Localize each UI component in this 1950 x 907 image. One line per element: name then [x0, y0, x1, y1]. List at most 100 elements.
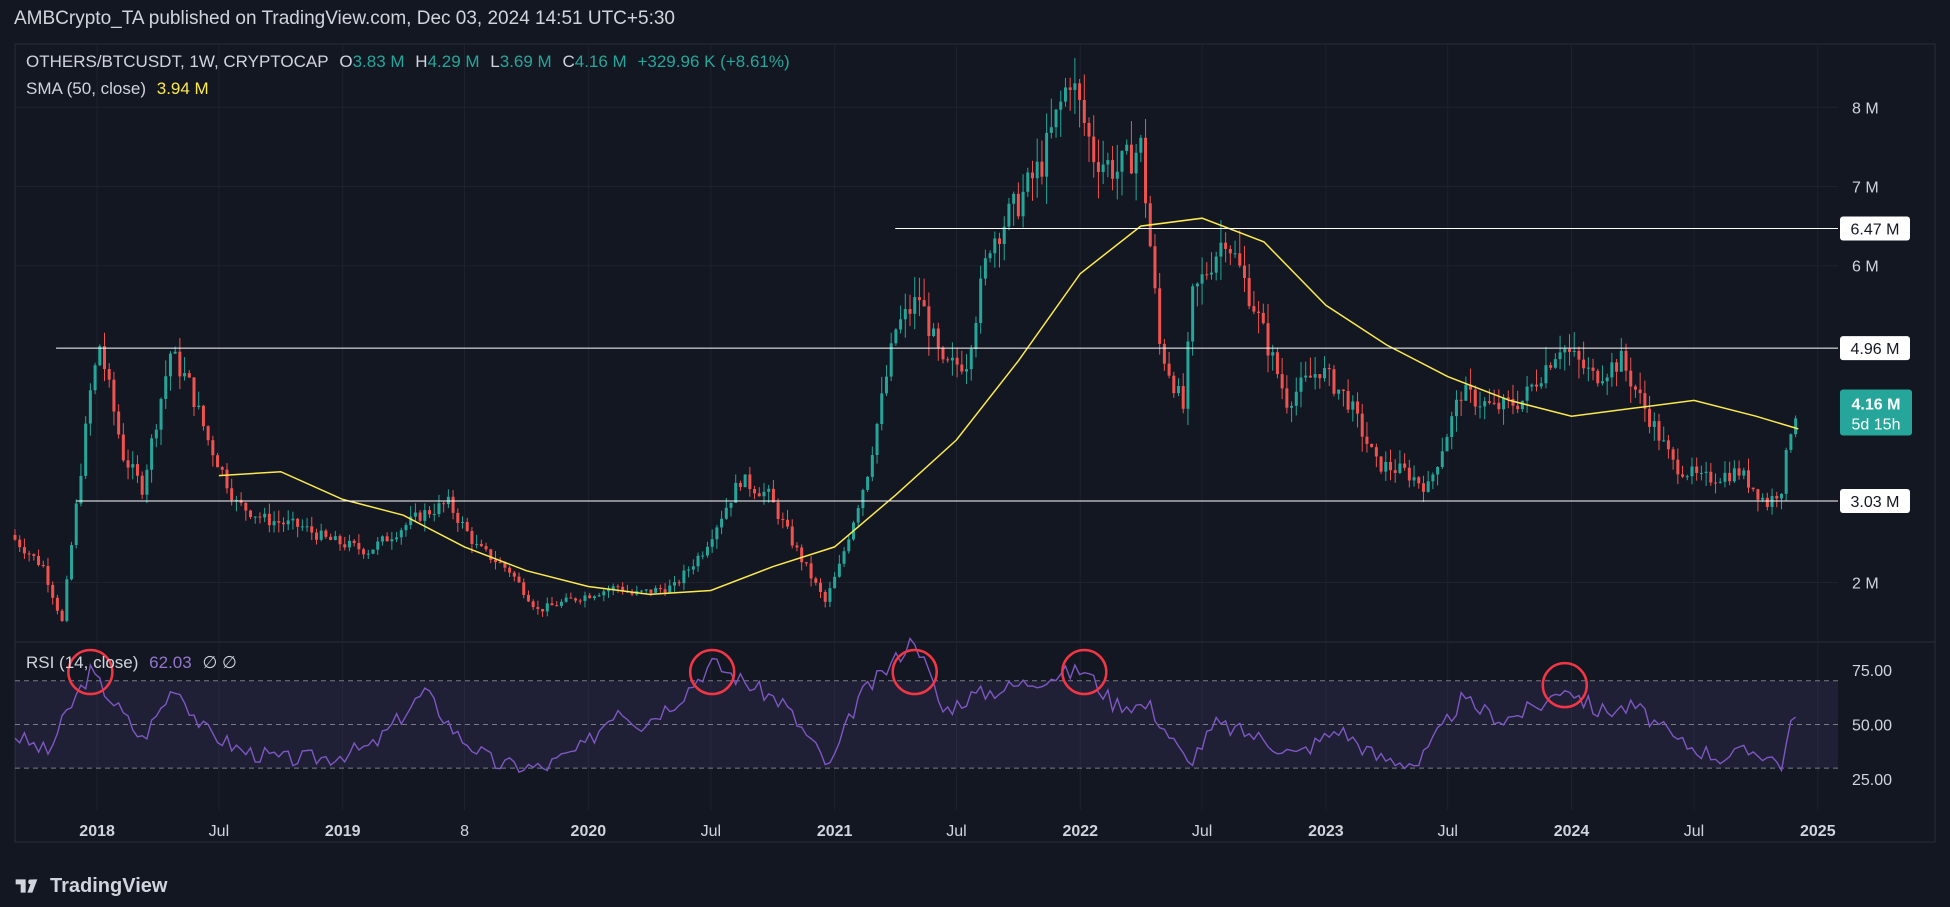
candle-body — [413, 512, 417, 517]
candle-body — [1115, 171, 1119, 179]
candle-body — [1648, 408, 1652, 427]
candle-body — [1158, 288, 1162, 344]
rsi-peak-circle — [1061, 648, 1108, 696]
candle-body — [135, 464, 139, 476]
candle-body — [776, 502, 780, 519]
candle-body — [409, 516, 413, 526]
candle-body — [324, 530, 328, 537]
candle-body — [192, 377, 196, 407]
candle-body — [1191, 286, 1195, 342]
x-tick-label: 2024 — [1554, 823, 1590, 840]
candle-body — [277, 521, 281, 523]
candle-body — [131, 464, 135, 468]
candle-body — [1247, 278, 1251, 307]
candle-body — [616, 586, 620, 588]
candle-body — [922, 300, 926, 307]
candle-body — [842, 551, 846, 564]
candle-body — [475, 543, 479, 545]
candle-body — [296, 518, 300, 527]
candle-body — [1483, 401, 1487, 407]
candle-body — [809, 563, 813, 579]
candle-body — [1492, 402, 1496, 404]
candle-body — [84, 423, 88, 476]
candle-body — [889, 343, 893, 377]
candle-body — [465, 521, 469, 532]
candle-body — [960, 364, 964, 372]
candle-body — [1233, 253, 1237, 255]
candle-body — [1638, 389, 1642, 394]
candle-body — [1549, 365, 1553, 368]
candle-body — [1506, 397, 1510, 400]
candle-body — [819, 582, 823, 592]
symbol-legend: OTHERS/BTCUSDT, 1W, CRYPTOCAP O3.83 M H4… — [26, 52, 796, 72]
candle-body — [941, 347, 945, 360]
candle-body — [1657, 421, 1661, 441]
candle-body — [366, 553, 370, 555]
candle-body — [899, 319, 903, 330]
level-label: 4.96 M — [1851, 341, 1900, 358]
candle-body — [1111, 160, 1115, 179]
candle-body — [1431, 474, 1435, 482]
candle-body — [866, 476, 870, 490]
candle-body — [22, 547, 26, 554]
candle-body — [1144, 137, 1148, 204]
candle-body — [1078, 83, 1082, 101]
candle-body — [1106, 160, 1110, 165]
candle-body — [1002, 226, 1006, 245]
candle-body — [423, 510, 427, 521]
candle-body — [837, 563, 841, 577]
candle-body — [715, 527, 719, 540]
candle-body — [1200, 274, 1204, 284]
x-tick-label: Jul — [946, 823, 966, 840]
candle-body — [1398, 463, 1402, 473]
candle-body — [1242, 265, 1246, 279]
candle-body — [1323, 368, 1327, 379]
countdown-label: 5d 15h — [1852, 416, 1901, 433]
candle-body — [55, 597, 59, 611]
candle-body — [253, 516, 257, 518]
candle-body — [861, 489, 865, 509]
candle-body — [894, 329, 898, 344]
candle-body — [343, 544, 347, 548]
candle-body — [1761, 497, 1765, 500]
candle-body — [1059, 101, 1063, 110]
candle-body — [27, 553, 31, 555]
candle-body — [1624, 350, 1628, 371]
candle-body — [1370, 443, 1374, 448]
candle-body — [1337, 389, 1341, 394]
candle-body — [1544, 365, 1548, 384]
candle-body — [1153, 246, 1157, 289]
candle-body — [602, 591, 606, 596]
candle-body — [234, 499, 238, 501]
candle-body — [1257, 311, 1261, 313]
candle-body — [329, 536, 333, 540]
change-value: +329.96 K (+8.61%) — [637, 52, 790, 71]
candle-body — [98, 346, 102, 366]
high-value: 4.29 M — [427, 52, 480, 71]
candle-body — [1577, 350, 1581, 360]
candle-body — [880, 393, 884, 424]
y-tick-label: 8 M — [1852, 100, 1879, 117]
candle-body — [564, 597, 568, 602]
candle-body — [1073, 83, 1077, 90]
candle-body — [399, 530, 403, 538]
candle-body — [93, 365, 97, 391]
sma-legend: SMA (50, close) 3.94 M — [26, 79, 215, 99]
candle-body — [13, 535, 17, 540]
candle-body — [1699, 472, 1703, 474]
candle-body — [1436, 466, 1440, 475]
candle-body — [1054, 109, 1058, 128]
candle-body — [300, 526, 304, 528]
candle-body — [41, 565, 45, 567]
candle-body — [640, 590, 644, 592]
candle-body — [508, 567, 512, 573]
candle-body — [1497, 402, 1501, 410]
y-tick-label: 7 M — [1852, 180, 1879, 197]
candle-body — [908, 309, 912, 314]
candle-body — [856, 508, 860, 523]
current-price-bg — [1840, 389, 1912, 436]
candle-body — [1388, 461, 1392, 471]
candle-body — [1751, 487, 1755, 490]
candle-body — [814, 578, 818, 583]
